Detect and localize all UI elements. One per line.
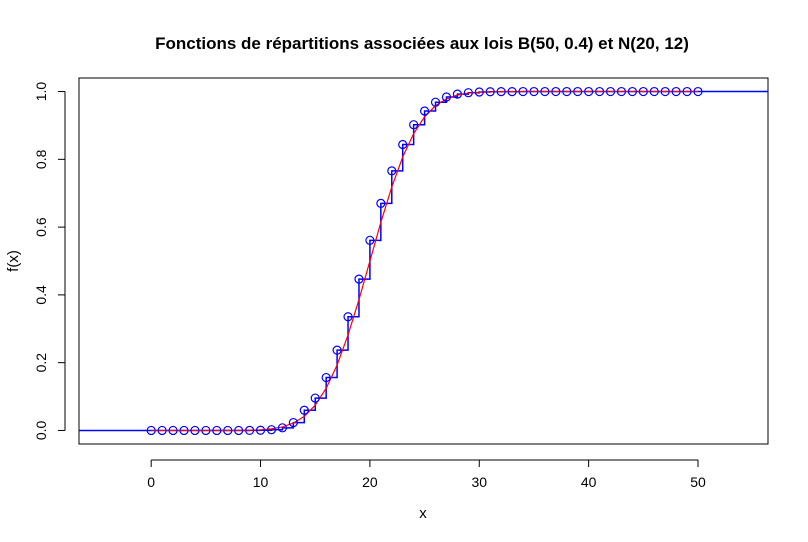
y-axis-label: f(x) [5, 250, 22, 272]
binomial-cdf-point [605, 86, 616, 97]
binomial-cdf-point [540, 86, 550, 97]
binomial-cdf-point [310, 393, 320, 403]
binomial-cdf-point [671, 86, 681, 97]
binomial-cdf-point [179, 425, 189, 436]
binomial-cdf-point [660, 86, 670, 97]
binomial-cdf-point [430, 97, 441, 107]
y-axis: 0.0 0.2 0.4 0.6 0.8 1.0 [33, 82, 66, 441]
binomial-cdf-point [354, 274, 364, 284]
x-tick-label: 30 [471, 474, 487, 490]
binomial-cdf-point [518, 86, 528, 97]
binomial-cdf-point [343, 312, 353, 322]
binomial-cdf-point [321, 372, 331, 383]
y-tick-label: 0.0 [33, 421, 49, 441]
normal-cdf-line [151, 90, 699, 432]
binomial-cdf-point [594, 86, 605, 97]
binomial-cdf-point [387, 166, 397, 176]
binomial-cdf-point [562, 86, 572, 97]
binomial-cdf-point [507, 86, 517, 97]
binomial-cdf-step-line [79, 90, 768, 432]
chart-title: Fonctions de répartitions associées aux … [155, 34, 689, 53]
binomial-cdf-point [398, 139, 408, 150]
binomial-cdf-point [649, 86, 659, 97]
x-tick-label: 10 [253, 474, 269, 490]
binomial-cdf-point [463, 88, 473, 98]
binomial-cdf-point [277, 423, 288, 433]
binomial-cdf-point [409, 120, 419, 130]
binomial-cdf-point [332, 345, 342, 355]
x-axis: 0 10 20 30 40 50 [147, 459, 706, 490]
binomial-cdf-point [201, 425, 211, 436]
binomial-cdf-point [190, 425, 200, 436]
binomial-cdf-point [682, 86, 692, 97]
y-tick-label: 0.4 [33, 285, 49, 305]
binomial-cdf-point [496, 87, 506, 97]
binomial-cdf-point [376, 198, 386, 208]
binomial-cdf-point [299, 405, 309, 415]
y-tick-label: 1.0 [33, 82, 49, 102]
binomial-cdf-point [584, 86, 594, 97]
binomial-cdf-point [529, 86, 539, 97]
binomial-cdf-point [157, 425, 167, 436]
binomial-cdf-point [245, 425, 255, 436]
y-tick-label: 0.6 [33, 217, 49, 237]
binomial-cdf-point [419, 106, 430, 116]
x-tick-label: 20 [362, 474, 378, 490]
y-tick-label: 0.2 [33, 353, 49, 373]
binomial-cdf-point [234, 425, 244, 436]
x-tick-label: 50 [690, 474, 706, 490]
binomial-cdf-point [452, 89, 463, 99]
x-tick-label: 0 [147, 474, 155, 490]
binomial-cdf-point [212, 425, 222, 436]
binomial-cdf-point [146, 425, 156, 436]
binomial-cdf-point [693, 86, 703, 97]
binomial-cdf-point [638, 86, 648, 97]
binomial-cdf-point [266, 425, 277, 435]
binomial-cdf-point [223, 425, 233, 436]
binomial-cdf-point [573, 86, 583, 97]
binomial-cdf-point [168, 425, 178, 436]
x-axis-label: x [419, 505, 427, 522]
binomial-cdf-point [365, 235, 375, 245]
x-tick-label: 40 [581, 474, 597, 490]
binomial-cdf-point [255, 425, 266, 435]
binomial-cdf-point [441, 92, 452, 102]
binomial-cdf-point [551, 86, 561, 97]
binomial-cdf-point [616, 86, 627, 97]
binomial-cdf-point [474, 87, 484, 97]
y-tick-label: 0.8 [33, 149, 49, 169]
binomial-cdf-point [485, 87, 495, 97]
binomial-cdf-point [288, 417, 298, 428]
plot-area [78, 77, 769, 445]
series-layer [79, 86, 768, 436]
binomial-cdf-point [627, 86, 637, 97]
